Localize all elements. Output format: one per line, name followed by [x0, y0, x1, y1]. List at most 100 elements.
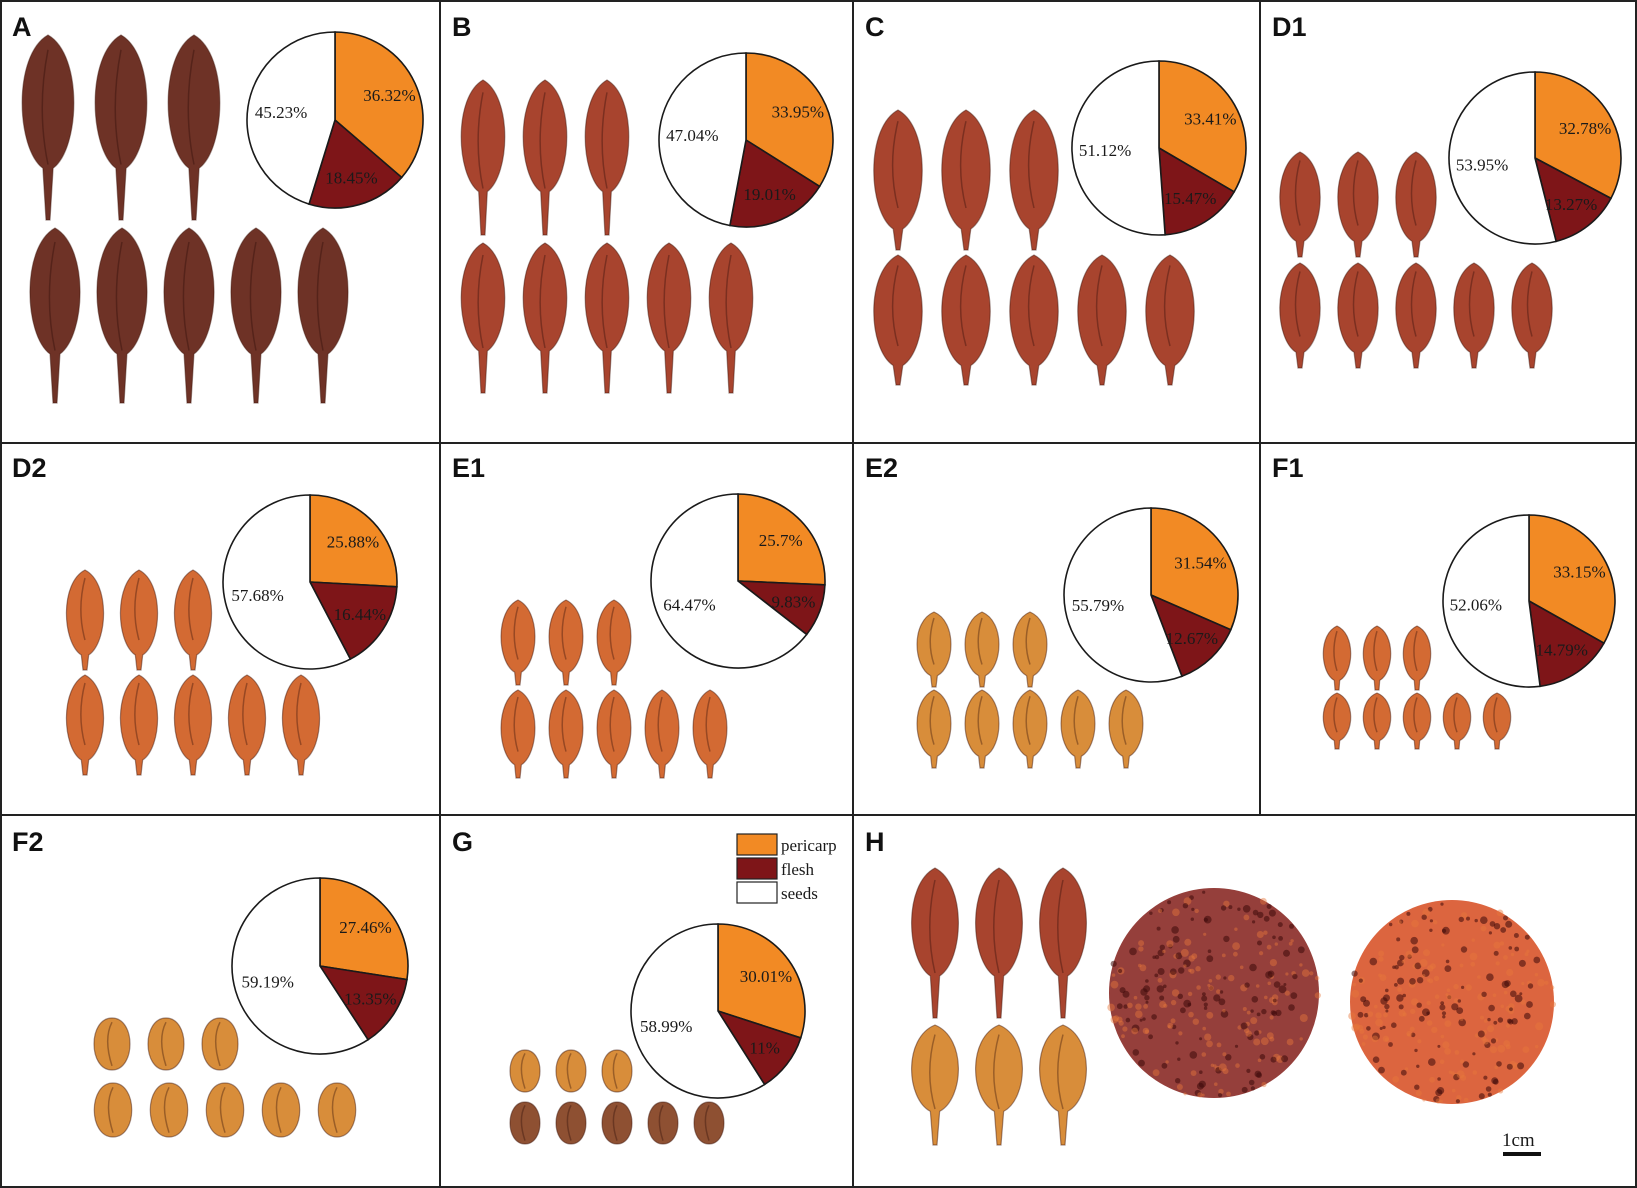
powder-grain: [1255, 984, 1260, 988]
fruit-ridge: [657, 696, 663, 752]
fruit-image: [1322, 692, 1352, 750]
seed-powder-dark: [1107, 888, 1321, 1098]
powder-grain: [1202, 1026, 1206, 1031]
fruit-ridge: [658, 1105, 664, 1141]
pie-slice-flesh: [308, 118, 403, 209]
pie-slice-seeds: [222, 494, 352, 670]
powder-grain: [1375, 1012, 1382, 1019]
powder-grain: [1378, 956, 1384, 962]
powder-grain: [1259, 951, 1264, 956]
powder-grain: [1142, 1017, 1146, 1021]
powder-grain: [1187, 991, 1193, 997]
pie-chart-e1: 25.7% 9.83% 64.47%: [650, 493, 826, 669]
powder-grain: [1444, 1048, 1451, 1055]
powder-grain: [1461, 985, 1465, 990]
powder-grain: [1170, 999, 1177, 1006]
powder-grain: [1369, 957, 1378, 966]
powder-grain: [1471, 938, 1476, 942]
powder-grain: [1482, 1038, 1489, 1045]
powder-grain: [1271, 994, 1279, 1001]
powder-grain: [1314, 975, 1320, 981]
fruit-image: [1402, 625, 1432, 691]
powder-grain: [1549, 1001, 1556, 1008]
powder-grain: [1513, 933, 1519, 938]
panel-label-h: H: [865, 827, 885, 857]
powder-grain: [1410, 1008, 1416, 1015]
fruit-image: [1482, 692, 1512, 750]
powder-grain: [1143, 985, 1151, 993]
powder-grain: [1508, 1003, 1515, 1010]
powder-grain: [1518, 959, 1526, 967]
powder-grain: [1202, 890, 1206, 894]
powder-grain: [1497, 1017, 1504, 1023]
powder-grain: [1433, 975, 1440, 982]
powder-grain: [1266, 944, 1272, 950]
powder-grain: [1426, 978, 1431, 982]
fruit-ridge: [539, 92, 546, 189]
powder-grain: [1454, 1050, 1460, 1055]
fruit-ridge: [1025, 696, 1031, 745]
powder-grain: [1223, 976, 1227, 980]
powder-grain: [1391, 1022, 1397, 1028]
powder-grain: [1167, 900, 1172, 905]
powder-grain: [1533, 956, 1541, 964]
fruit-image: [644, 689, 680, 779]
powder-grain: [1353, 1023, 1360, 1030]
fruit-image: [500, 689, 536, 779]
pie-label-seeds: 45.23%: [255, 103, 307, 122]
fruit-image: [873, 109, 923, 251]
powder-grain: [1204, 1033, 1212, 1041]
fruit-image: [460, 242, 506, 394]
powder-grain: [1156, 985, 1165, 993]
powder-grain: [1257, 1058, 1262, 1063]
powder-grain: [1519, 992, 1523, 996]
fruit-image: [167, 34, 221, 221]
powder-grain: [1437, 1077, 1441, 1081]
fruit-ridge: [1333, 697, 1338, 733]
fruit-image: [1322, 625, 1352, 691]
powder-grain: [1361, 1042, 1366, 1046]
fruit-ridge: [1163, 265, 1171, 347]
powder-grain: [1281, 1055, 1289, 1063]
powder-grain: [1272, 998, 1277, 1003]
fruit-group-c: [873, 109, 1195, 386]
fruit-group-a: [21, 34, 349, 404]
powder-grain: [1392, 1076, 1400, 1083]
fruit-group-e2: [916, 611, 1144, 769]
fruit-ridge: [1095, 265, 1103, 347]
pie-charts: 36.32% 18.45% 45.23% 33.95% 19.01% 47.04% 33.4…: [222, 31, 1622, 1099]
pie-slice-pericarp: [1158, 60, 1247, 193]
powder-grain: [1481, 991, 1487, 997]
powder-grain: [1378, 1066, 1385, 1074]
powder-grain: [1439, 1004, 1446, 1011]
powder-grain: [1394, 983, 1398, 987]
pie-slice-flesh: [728, 138, 821, 228]
powder-grain: [1411, 946, 1419, 954]
powder-grain: [1214, 1082, 1218, 1086]
pie-label-pericarp: 36.32%: [363, 86, 415, 105]
fruit-ridge: [163, 1086, 170, 1133]
powder-grain: [1397, 977, 1405, 985]
fruit-image: [555, 1049, 587, 1093]
pie-label-seeds: 57.68%: [231, 586, 283, 605]
powder-grain: [1240, 1022, 1248, 1030]
powder-grain: [1189, 895, 1194, 900]
powder-grain: [1159, 1001, 1167, 1008]
powder-grain: [1524, 1012, 1531, 1020]
powder-grain: [1448, 1070, 1453, 1074]
fruit-image: [1009, 109, 1059, 251]
powder-grain: [1256, 1012, 1261, 1017]
powder-grain: [1121, 1034, 1125, 1039]
powder-grain: [1399, 954, 1405, 961]
fruit-image: [1337, 262, 1379, 369]
panel-label-d2: D2: [12, 453, 47, 483]
powder-grain: [1407, 1033, 1410, 1037]
powder-grain: [1207, 949, 1212, 953]
powder-grain: [1250, 1009, 1254, 1013]
fruit-ridge: [115, 241, 123, 351]
fruit-image: [119, 674, 159, 776]
fruit-ridge: [134, 682, 140, 746]
powder-grain: [1402, 993, 1406, 998]
powder-grain: [1197, 1092, 1203, 1098]
pie-label-pericarp: 33.95%: [772, 102, 824, 121]
